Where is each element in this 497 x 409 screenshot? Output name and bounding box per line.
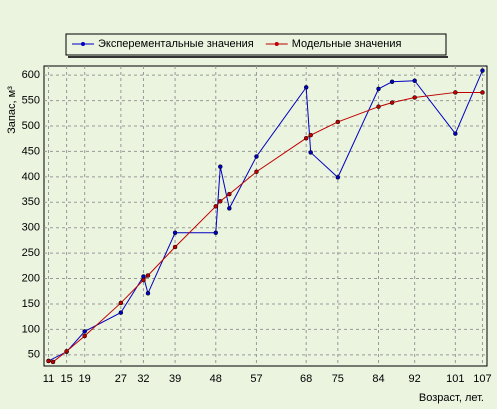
data-point xyxy=(412,78,417,83)
data-point xyxy=(227,206,232,211)
x-tick-label: 19 xyxy=(79,373,91,385)
y-tick-label: 300 xyxy=(22,222,40,234)
x-tick-label: 57 xyxy=(250,373,262,385)
data-point xyxy=(227,191,232,197)
data-point xyxy=(335,175,341,180)
data-point xyxy=(145,273,151,278)
plot-frame xyxy=(43,65,488,367)
data-point xyxy=(213,230,219,236)
x-tick-label: 75 xyxy=(332,373,344,385)
data-point xyxy=(412,95,417,100)
y-tick-label: 600 xyxy=(22,69,40,81)
data-point xyxy=(82,333,87,339)
data-point xyxy=(480,90,485,95)
data-point xyxy=(389,100,395,105)
data-point xyxy=(376,104,381,109)
y-tick-label: 150 xyxy=(22,298,40,310)
data-point xyxy=(453,90,458,95)
y-tick-label: 200 xyxy=(22,272,40,284)
y-axis-label: Запас, м³ xyxy=(6,86,18,134)
data-point xyxy=(172,230,178,236)
series-line xyxy=(48,91,483,363)
data-point xyxy=(218,164,223,169)
data-point xyxy=(46,358,51,364)
x-tick-label: 92 xyxy=(409,373,421,385)
x-tick-label: 11 xyxy=(43,373,54,385)
x-tick-label: 39 xyxy=(169,373,181,385)
data-point xyxy=(50,359,56,365)
x-tick-label: 48 xyxy=(210,373,222,385)
x-tick-label: 32 xyxy=(137,373,149,385)
data-point xyxy=(303,85,309,90)
data-point xyxy=(172,244,178,250)
y-tick-label: 450 xyxy=(22,145,40,157)
data-point xyxy=(145,291,151,296)
data-point xyxy=(303,135,309,141)
legend-marker xyxy=(274,42,279,46)
y-tick-label: 50 xyxy=(28,349,40,361)
data-point xyxy=(254,154,259,159)
x-tick-label: 27 xyxy=(115,373,127,385)
data-point xyxy=(480,68,485,73)
data-point xyxy=(118,310,124,315)
x-tick-label: 84 xyxy=(372,373,384,385)
data-point xyxy=(335,119,341,125)
data-point xyxy=(376,86,381,92)
data-point xyxy=(453,131,458,136)
x-tick-label: 15 xyxy=(60,373,72,385)
x-tick-label: 101 xyxy=(446,373,464,385)
y-tick-label: 500 xyxy=(22,120,40,132)
data-point xyxy=(218,199,223,204)
data-point xyxy=(308,132,313,138)
x-tick-label: 107 xyxy=(473,373,491,385)
data-point xyxy=(389,79,395,85)
data-point xyxy=(64,349,69,354)
data-point xyxy=(254,169,259,175)
y-tick-label: 250 xyxy=(22,247,40,259)
data-point xyxy=(82,329,87,334)
y-tick-label: 350 xyxy=(22,196,40,208)
data-point xyxy=(308,150,313,155)
data-point xyxy=(141,277,146,283)
data-point xyxy=(118,300,124,306)
legend-shadow xyxy=(68,56,448,58)
y-tick-label: 100 xyxy=(22,323,40,335)
legend-label: Модельные значения xyxy=(292,38,402,50)
legend-label: Эксперементальные значения xyxy=(98,38,254,50)
y-tick-label: 550 xyxy=(22,94,40,106)
x-tick-label: 68 xyxy=(300,373,312,385)
data-point xyxy=(213,204,219,209)
y-tick-label: 400 xyxy=(22,171,40,183)
x-axis-label: Возраст, лет. xyxy=(419,392,484,404)
legend-marker xyxy=(81,42,85,46)
legend xyxy=(65,33,447,56)
